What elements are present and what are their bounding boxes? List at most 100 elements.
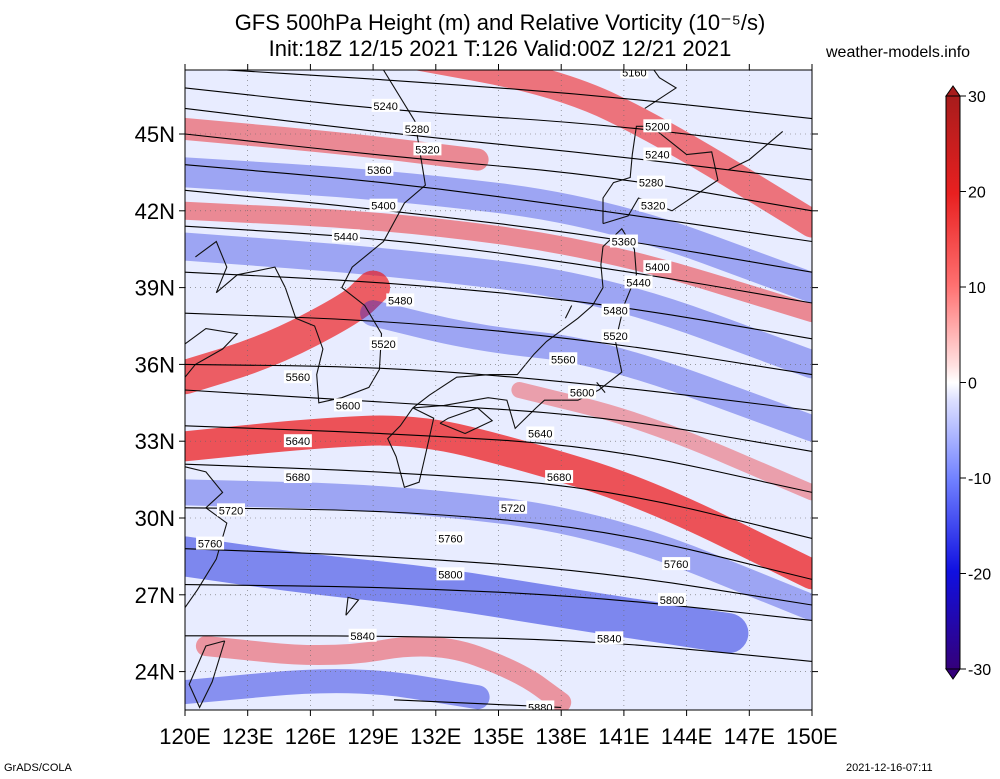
lat-tick-label: 36N — [135, 352, 175, 377]
lon-tick-label: 132E — [410, 724, 461, 749]
lon-tick-label: 150E — [786, 724, 837, 749]
coastline — [596, 381, 606, 393]
contour-label: 5160 — [622, 68, 646, 80]
lon-tick-label: 126E — [285, 724, 336, 749]
contour-label: 5760 — [198, 539, 222, 551]
coastline — [188, 640, 226, 709]
contour-label: 5360 — [367, 165, 391, 177]
contour-line-5160 — [185, 42, 812, 59]
colorbar-bottom-arrow — [945, 668, 961, 680]
contour-label: 5520 — [603, 331, 627, 343]
contour-label: 5560 — [551, 354, 575, 366]
contour-label: 5720 — [219, 505, 243, 517]
contour-line-5800 — [185, 584, 812, 621]
contour-label-bg — [549, 352, 578, 366]
contour-label: 5400 — [371, 201, 395, 213]
lat-tick-label: 30N — [135, 506, 175, 531]
lat-tick-label: 24N — [135, 660, 175, 685]
map-plot-area: 5160 5240 5200 5280 5320 5240 5360 5280 5400 5320… — [185, 42, 812, 714]
coastline — [439, 407, 494, 435]
contour-label-bg — [334, 398, 363, 412]
grid-lines — [185, 70, 812, 710]
contour-label-bg — [402, 121, 431, 135]
lon-tick-label: 138E — [536, 724, 587, 749]
contour-line-5520 — [185, 312, 812, 376]
contour-label-bg — [657, 592, 686, 606]
colorbar-ticks: 30 20 10 0 -10 -20 -30 — [960, 89, 991, 679]
contour-label-bg — [436, 567, 465, 581]
contour-label: 5480 — [603, 306, 627, 318]
lon-tick-label: 135E — [473, 724, 524, 749]
contour-label: 5640 — [286, 436, 310, 448]
vorticity-band — [511, 382, 812, 501]
colorbar-tick-label: -20 — [968, 567, 991, 584]
vorticity-band — [185, 232, 812, 379]
title-line-1: GFS 500hPa Height (m) and Relative Vorti… — [234, 10, 766, 35]
contour-label: 5840 — [597, 633, 621, 645]
contour-label-bg — [499, 500, 528, 514]
coastline — [412, 227, 637, 430]
contour-label-bg — [283, 370, 312, 384]
contour-label-bg — [643, 119, 672, 133]
contour-line-5680 — [185, 463, 812, 540]
contour-label: 5880 — [528, 702, 552, 714]
contour-label: 5800 — [438, 569, 462, 581]
contour-label-bg — [609, 234, 638, 248]
contour-label-bg — [386, 293, 415, 307]
lon-tick-label: 144E — [661, 724, 712, 749]
contour-label: 5280 — [405, 124, 429, 136]
contour-label: 5400 — [645, 262, 669, 274]
contour-label: 5520 — [371, 339, 395, 351]
coastline — [644, 70, 678, 109]
contour-label-bg — [601, 329, 630, 343]
contour-label: 5720 — [501, 503, 525, 515]
coastline — [564, 305, 573, 319]
contour-label: 5320 — [641, 201, 665, 213]
colorbar-tick-label: 10 — [968, 280, 986, 297]
coastlines — [185, 70, 784, 709]
contour-line-5840 — [185, 635, 812, 662]
contour-label-bg — [331, 229, 360, 243]
vorticity-band — [185, 669, 490, 710]
contour-label-bg — [620, 70, 649, 79]
lon-tick-label: 123E — [222, 724, 273, 749]
coastline — [387, 407, 435, 489]
contour-line-5400 — [185, 189, 812, 273]
colorbar-tick-label: 30 — [968, 89, 986, 106]
contour-label: 5600 — [570, 388, 594, 400]
contour-label: 5800 — [660, 595, 684, 607]
contour-label: 5280 — [639, 178, 663, 190]
contour-label-bg — [283, 434, 312, 448]
contour-label: 5840 — [350, 631, 374, 643]
contour-label-bg — [369, 198, 398, 212]
contour-label: 5240 — [373, 101, 397, 113]
contour-line-5720 — [185, 507, 812, 580]
contour-label: 5440 — [626, 277, 650, 289]
contour-label-bg — [413, 142, 442, 156]
vorticity-band — [185, 117, 489, 171]
vorticity-band — [185, 536, 749, 654]
lat-tick-label: 27N — [135, 583, 175, 608]
contour-label-bg — [662, 557, 691, 571]
coastline — [185, 328, 239, 378]
contour-label: 5480 — [388, 295, 412, 307]
contour-label-bg — [643, 260, 672, 274]
coastline — [195, 70, 426, 404]
contour-line-5760 — [185, 548, 812, 606]
vorticity-band — [360, 300, 812, 442]
colorbar-tick-label: 0 — [968, 376, 977, 393]
vorticity-band — [185, 415, 812, 590]
colorbar-tick-label: -10 — [968, 471, 991, 488]
contour-label: 5760 — [664, 559, 688, 571]
map-axes: 120E 123E 126E 129E 132E 135E 138E 141E 144E 147E… — [135, 64, 838, 749]
contour-label-bg — [637, 175, 666, 189]
vorticity-band — [414, 70, 812, 238]
contour-label-bg — [643, 147, 672, 161]
colorbar-tick-label: -30 — [968, 662, 991, 679]
colorbar-tick-label: 20 — [968, 185, 986, 202]
contour-label-bg — [348, 628, 377, 642]
contour-line-5360 — [185, 164, 812, 243]
contour-label: 5360 — [612, 237, 636, 249]
contour-label-bg — [568, 385, 597, 399]
lon-tick-label: 141E — [598, 724, 649, 749]
